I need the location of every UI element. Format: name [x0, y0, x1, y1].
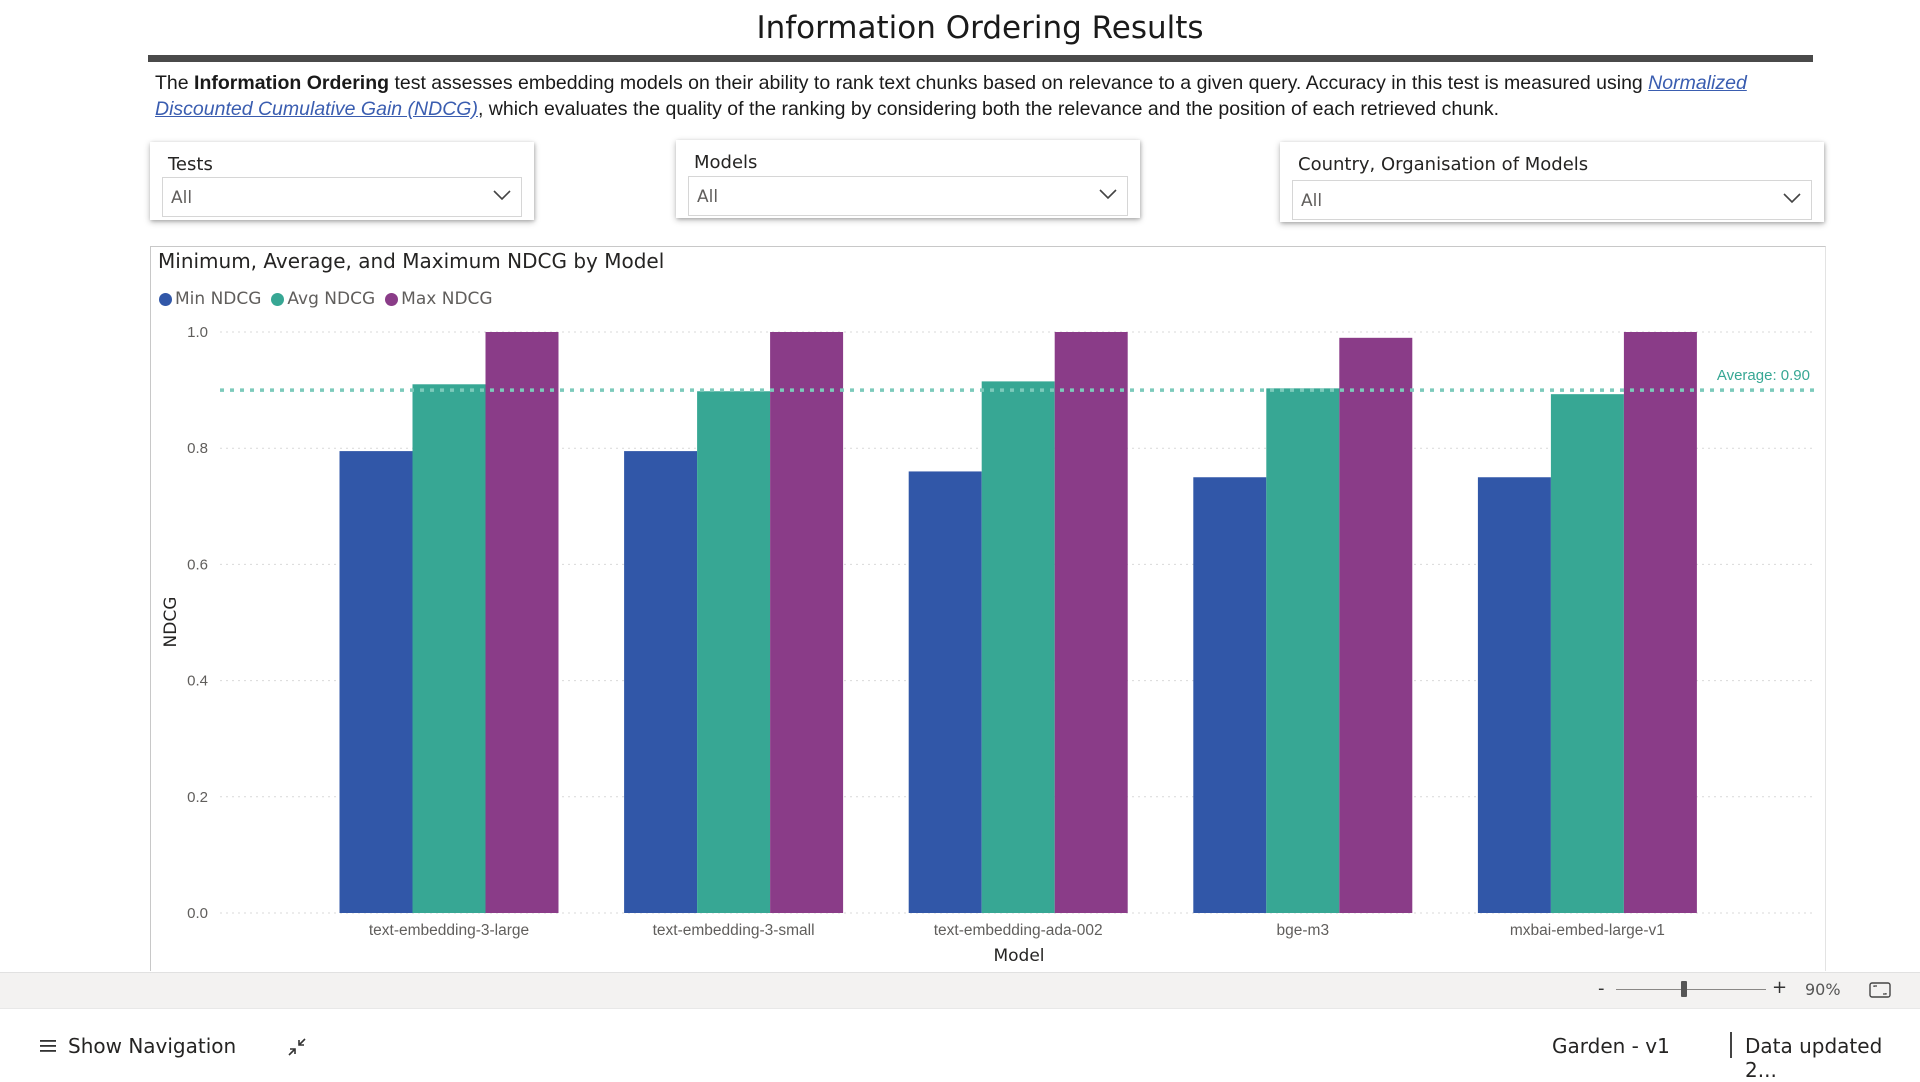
bar-min-ndcg[interactable] — [1477, 477, 1551, 913]
x-tick-label: text-embedding-3-small — [653, 922, 815, 939]
workspace-name: Garden - v1 — [1552, 1034, 1670, 1058]
legend-dot-min — [159, 292, 172, 306]
legend-item-min[interactable]: Min NDCG — [159, 289, 261, 309]
collapse-arrows-icon[interactable] — [286, 1036, 308, 1058]
y-axis-title: NDCG — [161, 597, 181, 648]
country-dropdown[interactable]: All — [1292, 180, 1812, 220]
legend-dot-max — [385, 292, 399, 306]
x-tick-label: mxbai-embed-large-v1 — [1510, 922, 1665, 939]
show-navigation-label: Show Navigation — [68, 1034, 237, 1058]
bar-min-ndcg[interactable] — [1193, 477, 1267, 913]
y-tick-label: 0.2 — [187, 789, 208, 806]
y-tick-label: 0.6 — [187, 556, 208, 573]
slicer-models: Models All — [676, 140, 1140, 218]
report-description: The Information Ordering test assesses e… — [155, 70, 1795, 122]
slicer-tests: Tests All — [150, 142, 534, 220]
slicer-country-organisation: Country, Organisation of Models All — [1280, 142, 1824, 222]
bar-min-ndcg[interactable] — [908, 471, 982, 913]
fit-to-page-icon[interactable] — [1869, 982, 1891, 998]
country-dropdown-value: All — [1301, 191, 1323, 211]
zoom-slider-track[interactable] — [1616, 989, 1766, 990]
chevron-down-icon — [1099, 189, 1117, 200]
models-dropdown-value: All — [697, 187, 719, 207]
legend-label-max: Max NDCG — [401, 289, 493, 309]
y-tick-label: 0.8 — [187, 440, 208, 457]
slicer-country-label: Country, Organisation of Models — [1298, 154, 1589, 175]
legend-dot-avg — [271, 292, 285, 306]
slicer-tests-label: Tests — [168, 154, 213, 175]
show-navigation-button[interactable]: Show Navigation — [40, 1034, 236, 1058]
description-text-1: The — [155, 72, 195, 94]
zoom-status-strip — [0, 972, 1920, 1009]
hamburger-icon — [40, 1040, 56, 1052]
tests-dropdown[interactable]: All — [162, 177, 522, 217]
title-underline — [148, 55, 1813, 62]
bar-avg-ndcg[interactable] — [1550, 394, 1624, 913]
x-tick-label: bge-m3 — [1277, 922, 1330, 939]
bar-max-ndcg[interactable] — [770, 332, 844, 913]
bar-avg-ndcg[interactable] — [1266, 388, 1340, 913]
x-tick-label: text-embedding-3-large — [369, 922, 529, 939]
bar-max-ndcg[interactable] — [1623, 332, 1697, 913]
chart-legend: Min NDCG Avg NDCG Max NDCG — [159, 289, 493, 309]
bar-chart: 0.0 0.2 0.4 0.6 0.8 1.0 NDCG text-embedding-3-l… — [161, 324, 1815, 966]
tests-dropdown-value: All — [171, 188, 193, 208]
chevron-down-icon — [493, 190, 511, 201]
report-title: Information Ordering Results — [756, 10, 1204, 46]
legend-item-max[interactable]: Max NDCG — [385, 289, 493, 309]
bar-min-ndcg[interactable] — [339, 451, 413, 913]
zoom-out-button[interactable]: - — [1598, 978, 1605, 999]
bottom-bar — [0, 1008, 1920, 1081]
chart-title: Minimum, Average, and Maximum NDCG by Mo… — [158, 249, 665, 273]
legend-item-avg[interactable]: Avg NDCG — [271, 289, 375, 309]
legend-label-avg: Avg NDCG — [287, 289, 376, 309]
x-axis-title: Model — [993, 946, 1044, 966]
description-text-3: , which evaluates the quality of the ran… — [477, 98, 1500, 120]
bar-max-ndcg[interactable] — [485, 332, 559, 913]
bar-avg-ndcg[interactable] — [981, 381, 1055, 913]
models-dropdown[interactable]: All — [688, 176, 1128, 216]
status-divider — [1730, 1032, 1732, 1058]
y-tick-label: 1.0 — [187, 324, 208, 341]
y-tick-label: 0.0 — [187, 905, 208, 922]
average-reference-label: Average: 0.90 — [1717, 367, 1810, 384]
description-bold-term: Information Ordering — [194, 72, 390, 94]
bar-max-ndcg[interactable] — [1339, 337, 1413, 913]
zoom-slider-thumb[interactable] — [1680, 981, 1687, 997]
bar-min-ndcg[interactable] — [624, 451, 698, 913]
legend-label-min: Min NDCG — [175, 289, 262, 309]
description-text-2: test assesses embedding models on their … — [389, 72, 1649, 94]
zoom-percent: 90% — [1805, 980, 1841, 999]
bar-avg-ndcg[interactable] — [697, 391, 771, 914]
ndcg-link[interactable]: Normalized Discounted Cumulative Gain (N… — [155, 72, 1747, 120]
y-tick-label: 0.4 — [187, 673, 208, 690]
bar-max-ndcg[interactable] — [1054, 332, 1128, 913]
slicer-models-label: Models — [694, 152, 758, 173]
chevron-down-icon — [1783, 193, 1801, 204]
zoom-in-button[interactable]: + — [1772, 977, 1788, 998]
x-tick-label: text-embedding-ada-002 — [934, 922, 1103, 939]
data-updated-label: Data updated 2... — [1745, 1034, 1883, 1082]
bar-avg-ndcg[interactable] — [412, 384, 486, 913]
